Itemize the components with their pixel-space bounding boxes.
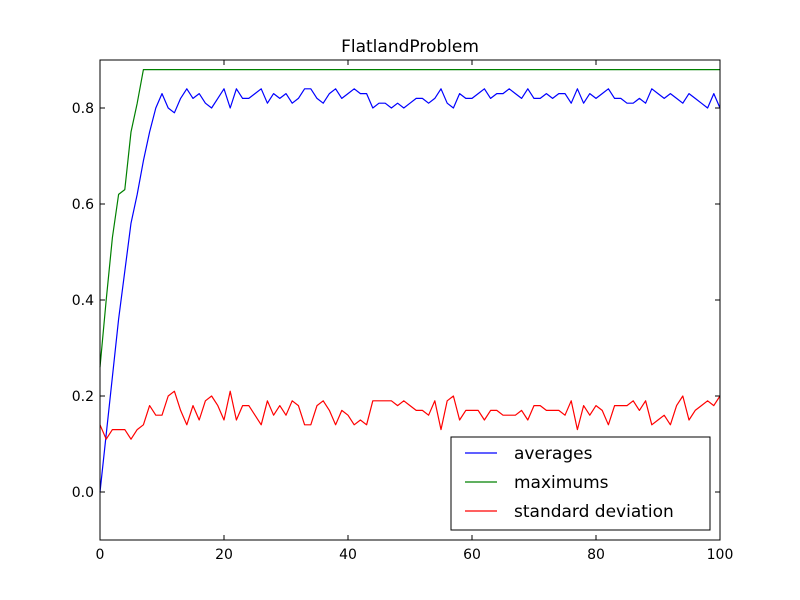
legend-label: averages	[514, 444, 593, 464]
x-tick-label: 60	[463, 547, 481, 563]
legend: averages maximums standard deviation	[450, 436, 711, 531]
x-tick-label: 100	[707, 547, 734, 563]
y-tick-label: 0.2	[72, 389, 94, 405]
x-tick-label: 0	[96, 547, 105, 563]
legend-label: maximums	[514, 473, 609, 493]
series-line-maximums	[99, 68, 720, 368]
series-layer	[99, 68, 721, 493]
series-line-averages	[99, 88, 721, 493]
legend-label: standard deviation	[514, 502, 674, 522]
legend-entries: averages maximums standard deviation	[465, 444, 674, 522]
y-tick-label: 0.4	[72, 293, 94, 309]
x-tick-label: 20	[215, 547, 233, 563]
x-tick-label: 80	[587, 547, 605, 563]
y-tick-label: 0.6	[72, 197, 94, 213]
y-tick-label: 0.0	[72, 485, 94, 501]
tick-layer: 0 20 40 60 80 100 0.0 0.2 0.4 0.6 0.8	[72, 60, 734, 563]
chart-title: FlatlandProblem	[341, 37, 479, 57]
y-tick-label: 0.8	[72, 101, 94, 117]
series-line-standard-deviation	[99, 390, 721, 440]
x-tick-label: 40	[339, 547, 357, 563]
